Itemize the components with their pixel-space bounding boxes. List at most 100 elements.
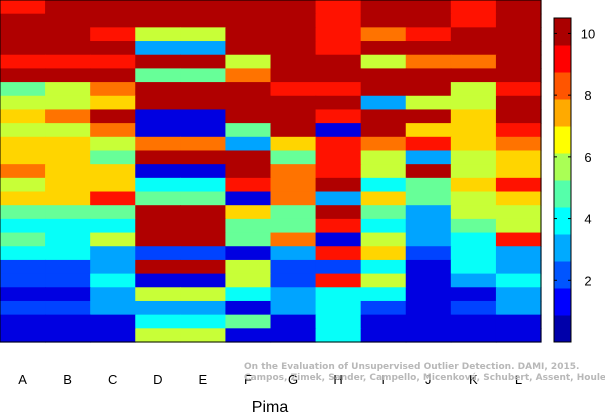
heatmap-cell <box>90 54 136 69</box>
heatmap-cell <box>225 232 272 247</box>
heatmap-cell <box>225 164 272 179</box>
heatmap-cell <box>450 246 497 261</box>
heatmap-cell <box>180 300 227 316</box>
heatmap-cell <box>270 177 317 193</box>
heatmap-cell <box>360 54 407 69</box>
heatmap-cell <box>45 259 91 275</box>
heatmap-cell <box>225 95 272 111</box>
heatmap-cell <box>135 150 181 165</box>
heatmap-cell <box>315 218 362 234</box>
heatmap-cell <box>270 136 317 152</box>
heatmap-cell <box>360 68 407 83</box>
heatmap-cell <box>405 150 452 165</box>
x-tick-label: L <box>515 372 522 387</box>
heatmap-cell <box>495 150 542 165</box>
heatmap-cell <box>0 27 46 42</box>
heatmap-cell <box>90 68 136 83</box>
heatmap-cell <box>180 123 227 138</box>
heatmap-cell <box>225 13 272 28</box>
heatmap-cell <box>450 164 497 179</box>
colorbar-tick-labels: 2 4 6 8 10 <box>554 26 595 288</box>
heatmap-cell <box>450 13 497 28</box>
heatmap-cell <box>90 300 136 316</box>
heatmap-cell <box>405 246 452 261</box>
colorbar-segment <box>554 126 571 154</box>
heatmap-cell <box>495 136 542 152</box>
x-tick-label: D <box>153 372 162 387</box>
heatmap-cell <box>180 41 227 56</box>
colorbar-tick-label: 8 <box>584 88 591 103</box>
credit-line-2: Campos, Zimek, Sander, Campello, Micenko… <box>244 373 605 383</box>
heatmap-cell <box>270 27 317 42</box>
heatmap-cell <box>0 82 46 97</box>
heatmap-cell <box>360 232 407 247</box>
heatmap-cell <box>135 13 181 28</box>
heatmap-cell <box>315 41 362 56</box>
heatmap-cell <box>270 300 317 316</box>
heatmap-cell <box>495 109 542 124</box>
heatmap-cell <box>45 177 91 193</box>
heatmap-cell <box>135 273 181 288</box>
heatmap-cell <box>360 123 407 138</box>
heatmap-cell <box>315 68 362 83</box>
heatmap-cell <box>135 205 181 220</box>
heatmap-cell <box>135 246 181 261</box>
heatmap-cell <box>450 287 497 302</box>
heatmap-cell <box>270 123 317 138</box>
heatmap-cell <box>225 27 272 42</box>
heatmap-cell <box>180 218 227 234</box>
heatmap-cell <box>450 177 497 193</box>
heatmap-cell <box>270 314 317 329</box>
x-tick-label: B <box>63 372 72 387</box>
heatmap-cell <box>270 95 317 111</box>
heatmap-cell <box>495 246 542 261</box>
heatmap-cell <box>225 328 272 343</box>
x-tick-label: G <box>288 372 298 387</box>
heatmap-cell <box>135 0 181 15</box>
heatmap-cell <box>90 259 136 275</box>
heatmap-cell <box>405 95 452 111</box>
colorbar-segment <box>554 72 571 100</box>
heatmap-cell <box>360 41 407 56</box>
heatmap-cell <box>0 177 46 193</box>
heatmap-cell <box>405 164 452 179</box>
heatmap-cell <box>270 13 317 28</box>
heatmap-cell <box>135 27 181 42</box>
heatmap-cell <box>45 246 91 261</box>
heatmap-cell <box>180 246 227 261</box>
colorbar-segment <box>554 315 571 343</box>
heatmap-cell <box>270 68 317 83</box>
heatmap-cell <box>45 0 91 15</box>
heatmap-cell <box>180 0 227 15</box>
heatmap-cell <box>405 0 452 15</box>
heatmap-cell <box>315 123 362 138</box>
credit-line-1: On the Evaluation of Unsupervised Outlie… <box>244 362 579 372</box>
heatmap-cell <box>135 54 181 69</box>
heatmap-cell <box>405 300 452 316</box>
heatmap-cell <box>180 259 227 275</box>
heatmap-cell <box>450 41 497 56</box>
heatmap-cell <box>450 0 497 15</box>
heatmap-cell <box>360 150 407 165</box>
heatmap-cell <box>135 109 181 124</box>
heatmap-cell <box>180 109 227 124</box>
heatmap-cell <box>45 13 91 28</box>
heatmap-cell <box>315 109 362 124</box>
heatmap-cell <box>0 287 46 302</box>
heatmap-cell <box>315 164 362 179</box>
heatmap-cell <box>0 123 46 138</box>
heatmap-cell <box>90 246 136 261</box>
heatmap-cell <box>45 95 91 111</box>
heatmap-cell <box>315 0 362 15</box>
heatmap-cell <box>135 328 181 343</box>
heatmap-cell <box>495 68 542 83</box>
heatmap-cell <box>495 164 542 179</box>
heatmap-cell <box>225 300 272 316</box>
heatmap-cell <box>0 54 46 69</box>
heatmap-cell <box>0 109 46 124</box>
heatmap-cell <box>450 82 497 97</box>
heatmap-cell <box>360 13 407 28</box>
heatmap-cell <box>495 13 542 28</box>
heatmap-cell <box>0 314 46 329</box>
